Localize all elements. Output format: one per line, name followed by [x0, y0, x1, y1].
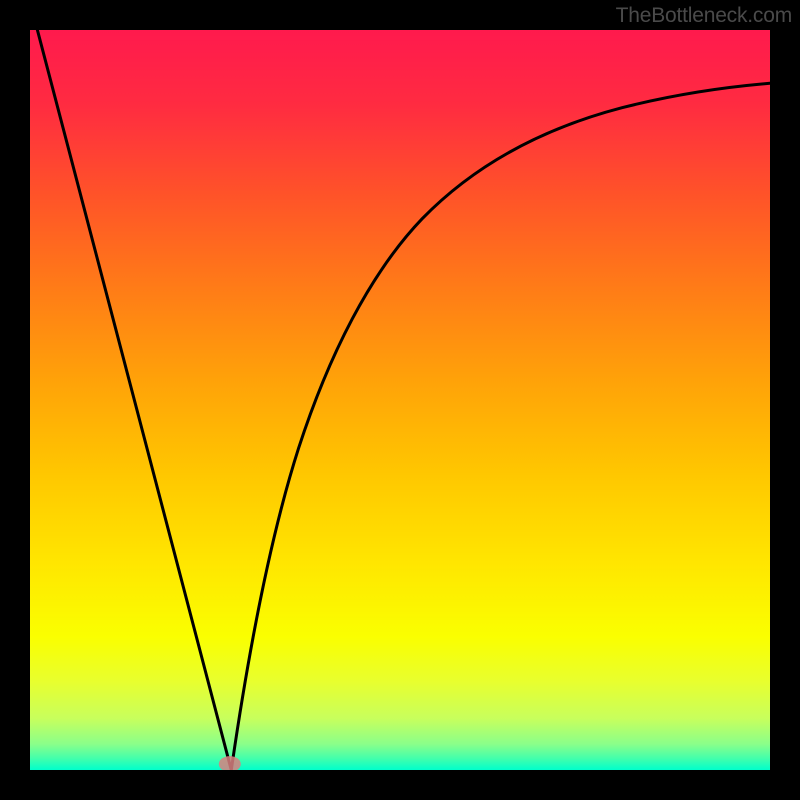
watermark-label: TheBottleneck.com — [616, 4, 792, 28]
plot-area — [30, 30, 770, 770]
min-marker — [219, 756, 241, 770]
curve-svg — [30, 30, 770, 770]
bottleneck-curve — [37, 30, 770, 770]
chart-container: { "meta": { "source_label": "TheBottlene… — [0, 0, 800, 800]
